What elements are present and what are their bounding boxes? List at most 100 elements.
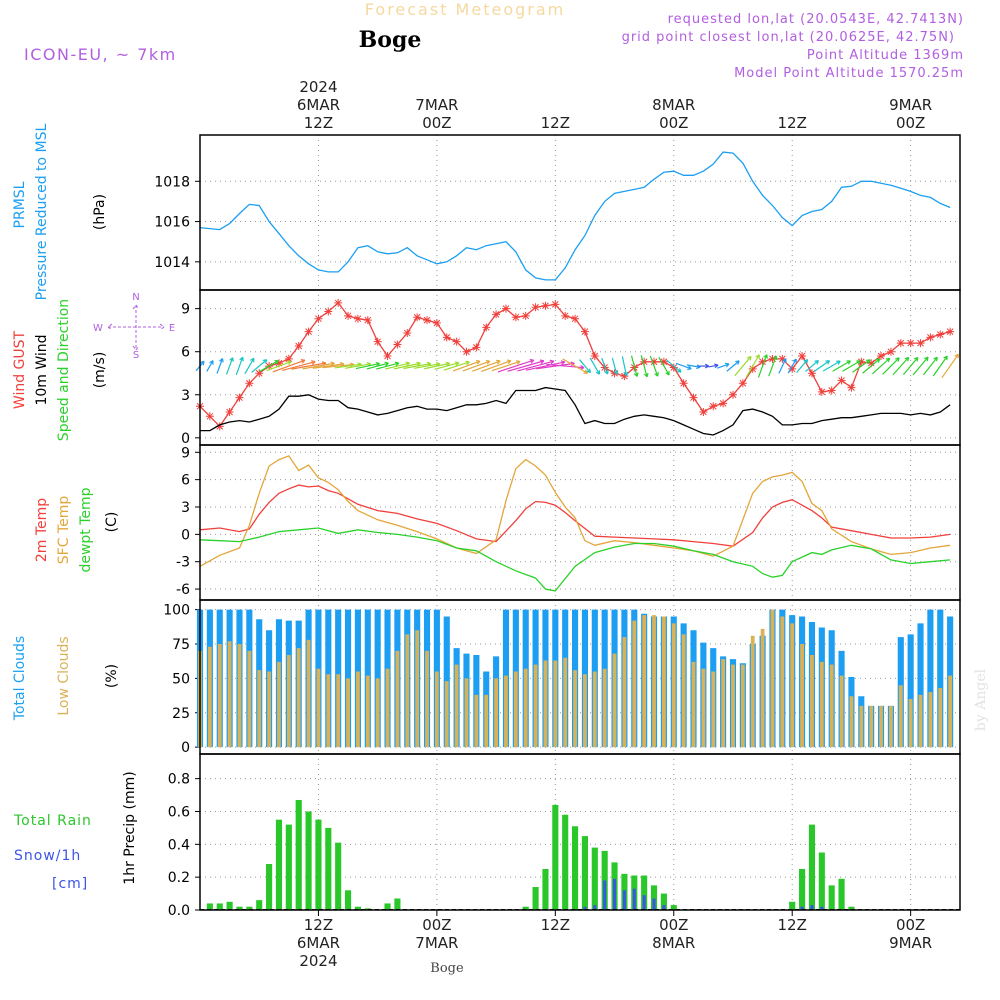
bottom-time-label: 12Z: [778, 916, 807, 934]
rain-bar: [236, 906, 243, 910]
wind-arrow: [923, 356, 938, 376]
wind-arrowhead: [875, 358, 881, 363]
panel-clouds: [195, 599, 961, 755]
wind-arrowhead: [595, 370, 601, 375]
wind-arrow: [579, 359, 591, 373]
low-cloud-bar: [365, 675, 370, 748]
low-cloud-bar: [602, 668, 607, 748]
rain-bar: [305, 811, 312, 910]
gust-marker: [432, 319, 441, 328]
gust-marker: [659, 357, 668, 366]
wind-arrowhead: [583, 369, 589, 374]
y-tick-label: 0: [181, 431, 190, 447]
wind-arrowhead: [885, 357, 891, 363]
y-tick-label: -3: [176, 555, 190, 571]
rain-bar: [552, 804, 559, 910]
snow-bar: [652, 898, 656, 910]
gust-label: Wind GUST: [12, 330, 28, 409]
wind-arrowhead: [604, 370, 609, 375]
top-time-label: 12Z: [778, 114, 807, 132]
wind-arrow: [932, 355, 948, 377]
wind-arrow: [686, 364, 701, 368]
wind-arrowhead: [933, 356, 938, 362]
rain-bar: [818, 852, 825, 910]
wind-arrow: [717, 363, 730, 369]
rain-bar: [275, 819, 283, 910]
compass-n: N: [132, 292, 139, 303]
wind-arrow: [658, 356, 670, 376]
wind-arrowhead: [803, 358, 809, 364]
wind-arrow: [805, 360, 819, 372]
wind-arrowhead: [529, 358, 535, 364]
wind-arrowhead: [384, 361, 389, 367]
low-cloud-bar: [800, 644, 804, 748]
low-cloud-bar: [286, 655, 291, 748]
wind-arrow: [452, 360, 481, 372]
gust-marker: [847, 383, 856, 392]
wind-label: 10m Wind: [34, 334, 50, 405]
low-cloud-bar: [504, 675, 508, 748]
grid-coords: grid point closest lon,lat (20.0625E, 42…: [622, 30, 955, 45]
gust-marker: [551, 300, 560, 309]
low-cloud-bar: [889, 705, 893, 748]
wind-arrow: [822, 360, 841, 372]
wind-arrowhead: [724, 362, 730, 368]
wind-arrow: [235, 357, 244, 376]
gust-marker: [650, 357, 659, 366]
y-tick-label: 0.4: [168, 837, 190, 853]
wind-arrow: [734, 356, 752, 377]
total-clouds-label: Total Clouds: [12, 636, 28, 721]
low-cloud-bar: [760, 628, 765, 748]
gust-marker: [886, 347, 895, 356]
wind-arrowhead: [300, 359, 306, 364]
gust-marker: [353, 314, 362, 323]
wind-arrowhead: [200, 360, 205, 366]
prmsl-long-label: Pressure Reduced to MSL: [34, 123, 50, 300]
rain-bar: [838, 878, 845, 910]
top-time-label: 12Z: [304, 114, 333, 132]
panel-precip: [195, 753, 961, 911]
rain-bar: [266, 864, 273, 910]
wind-arrow: [259, 360, 279, 372]
low-cloud-bar: [859, 705, 864, 748]
precip-unit: 1hr Precip (mm): [122, 771, 138, 884]
gust-marker: [837, 376, 846, 385]
snow-unit-label: [cm]: [52, 876, 88, 892]
low-cloud-bar: [721, 659, 726, 748]
wind-arrowhead: [846, 360, 851, 365]
wind-arrowhead: [229, 357, 234, 362]
wind-arrow: [272, 359, 306, 373]
wind-arrowhead: [746, 355, 752, 361]
snow-bar: [662, 905, 666, 910]
compass-rose-icon: [107, 304, 165, 351]
pressure-unit: (hPa): [92, 194, 108, 230]
gust-marker: [926, 333, 935, 342]
wind-arrow: [302, 362, 335, 370]
rain-bar: [808, 824, 816, 910]
gust-marker: [768, 354, 777, 363]
series-2m-temp: [199, 484, 951, 547]
gust-marker: [324, 307, 333, 316]
y-tick-label: 1014: [154, 255, 190, 271]
y-tick-label: 0.6: [168, 804, 190, 820]
rain-bar: [542, 868, 549, 910]
wind-arrowhead: [654, 372, 659, 377]
low-cloud-bar: [257, 670, 262, 748]
wind-arrowhead: [676, 368, 682, 373]
wind-arrow: [832, 360, 851, 372]
rain-bar: [532, 887, 539, 910]
low-cloud-bar: [405, 634, 410, 748]
y-tick-label: 1016: [154, 215, 190, 231]
gust-marker: [423, 316, 432, 325]
wind-arrow: [376, 362, 399, 370]
gust-marker: [679, 379, 688, 388]
wind-arrowhead: [586, 368, 591, 374]
rain-bar: [581, 836, 588, 910]
wind-arrow: [291, 362, 326, 370]
credit-watermark: by Angel: [973, 668, 989, 731]
low-cloud-bar: [632, 620, 637, 748]
wind-arrowhead: [856, 360, 861, 365]
gust-marker: [699, 407, 708, 416]
gust-marker: [501, 304, 510, 313]
